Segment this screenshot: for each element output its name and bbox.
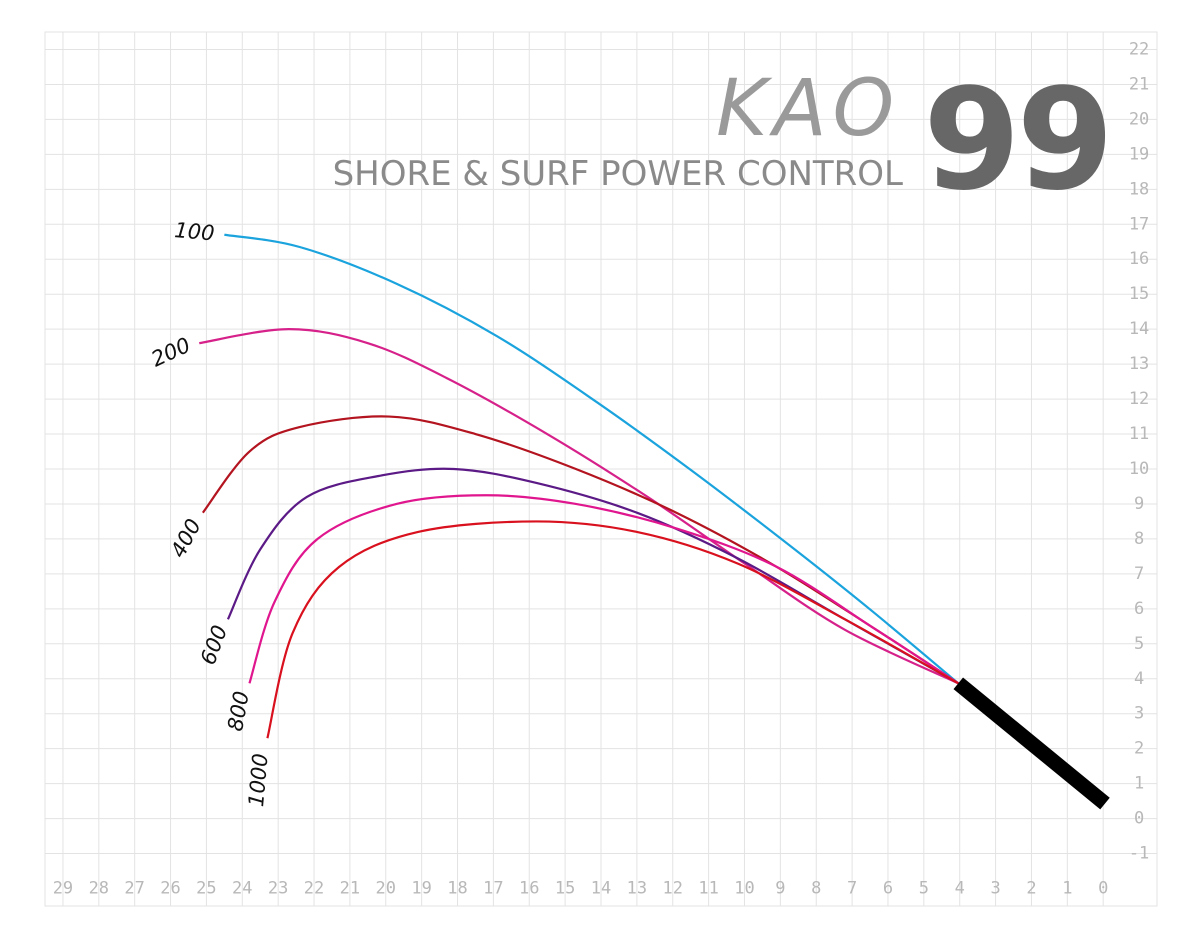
- subtitle: SHORE & SURF POWER CONTROL: [333, 154, 903, 194]
- bend-curve: [199, 328, 959, 685]
- y-tick-label: 0: [1134, 809, 1144, 829]
- x-tick-label: 9: [775, 879, 785, 899]
- y-tick-label: 11: [1129, 424, 1149, 444]
- y-tick-label: 9: [1134, 494, 1144, 514]
- x-tick-label: 8: [811, 879, 821, 899]
- x-tick-label: 17: [483, 879, 503, 899]
- ticks: 29 28 27 26 25 24 23 22 21 20 19 18 17 16 15 14 13 12 11 10…: [53, 39, 1150, 898]
- x-tick-label: 15: [555, 879, 575, 899]
- x-tick-label: 10: [734, 879, 754, 899]
- y-tick-label: 17: [1129, 214, 1149, 234]
- x-tick-label: 29: [53, 879, 73, 899]
- y-tick-label: 15: [1129, 284, 1149, 304]
- model: 99: [923, 59, 1110, 222]
- bend-curve: [248, 494, 959, 685]
- x-tick-label: 2: [1026, 879, 1036, 899]
- x-tick-label: 12: [662, 879, 682, 899]
- bend-curve: [266, 520, 959, 739]
- y-tick-label: 18: [1129, 179, 1149, 199]
- y-tick-label: 6: [1134, 599, 1144, 619]
- x-tick-label: 19: [411, 879, 431, 899]
- x-tick-label: 1: [1062, 879, 1072, 899]
- y-tick-label: 19: [1129, 144, 1149, 164]
- brand: KAO: [716, 64, 900, 154]
- x-tick-label: 21: [340, 879, 360, 899]
- x-tick-label: 5: [919, 879, 929, 899]
- y-tick-label: 12: [1129, 389, 1149, 409]
- y-tick-label: 13: [1129, 354, 1149, 374]
- y-tick-label: 20: [1129, 109, 1149, 129]
- y-tick-label: 1: [1134, 774, 1144, 794]
- x-tick-label: 23: [268, 879, 288, 899]
- y-tick-label: 7: [1134, 564, 1144, 584]
- x-tick-label: 28: [89, 879, 109, 899]
- y-tick-label: 4: [1134, 669, 1144, 689]
- y-tick-label: 5: [1134, 634, 1144, 654]
- x-tick-label: 13: [627, 879, 647, 899]
- x-tick-label: 3: [990, 879, 1000, 899]
- x-tick-label: 25: [196, 879, 216, 899]
- x-tick-label: 24: [232, 879, 252, 899]
- y-tick-label: 3: [1134, 704, 1144, 724]
- x-tick-label: 7: [847, 879, 857, 899]
- x-tick-label: 18: [447, 879, 467, 899]
- x-tick-label: 4: [955, 879, 965, 899]
- y-tick-label: 8: [1134, 529, 1144, 549]
- y-tick-label: -1: [1129, 844, 1149, 864]
- x-tick-label: 27: [124, 879, 144, 899]
- y-tick-label: 22: [1129, 39, 1149, 59]
- rod-butt: [953, 677, 1110, 810]
- x-tick-label: 14: [591, 879, 611, 899]
- series-label: 100: [173, 218, 215, 245]
- y-tick-label: 2: [1134, 739, 1144, 759]
- bend-curve: [224, 233, 959, 685]
- x-tick-label: 16: [519, 879, 539, 899]
- y-tick-label: 14: [1129, 319, 1149, 339]
- x-tick-label: 26: [160, 879, 180, 899]
- x-tick-label: 20: [376, 879, 396, 899]
- y-tick-label: 10: [1129, 459, 1149, 479]
- x-tick-label: 22: [304, 879, 324, 899]
- x-tick-label: 6: [883, 879, 893, 899]
- x-tick-label: 11: [698, 879, 718, 899]
- series-label: 1000: [244, 752, 273, 807]
- x-tick-label: 0: [1098, 879, 1108, 899]
- y-tick-label: 21: [1129, 74, 1149, 94]
- y-tick-label: 16: [1129, 249, 1149, 269]
- grid: [44, 31, 1158, 907]
